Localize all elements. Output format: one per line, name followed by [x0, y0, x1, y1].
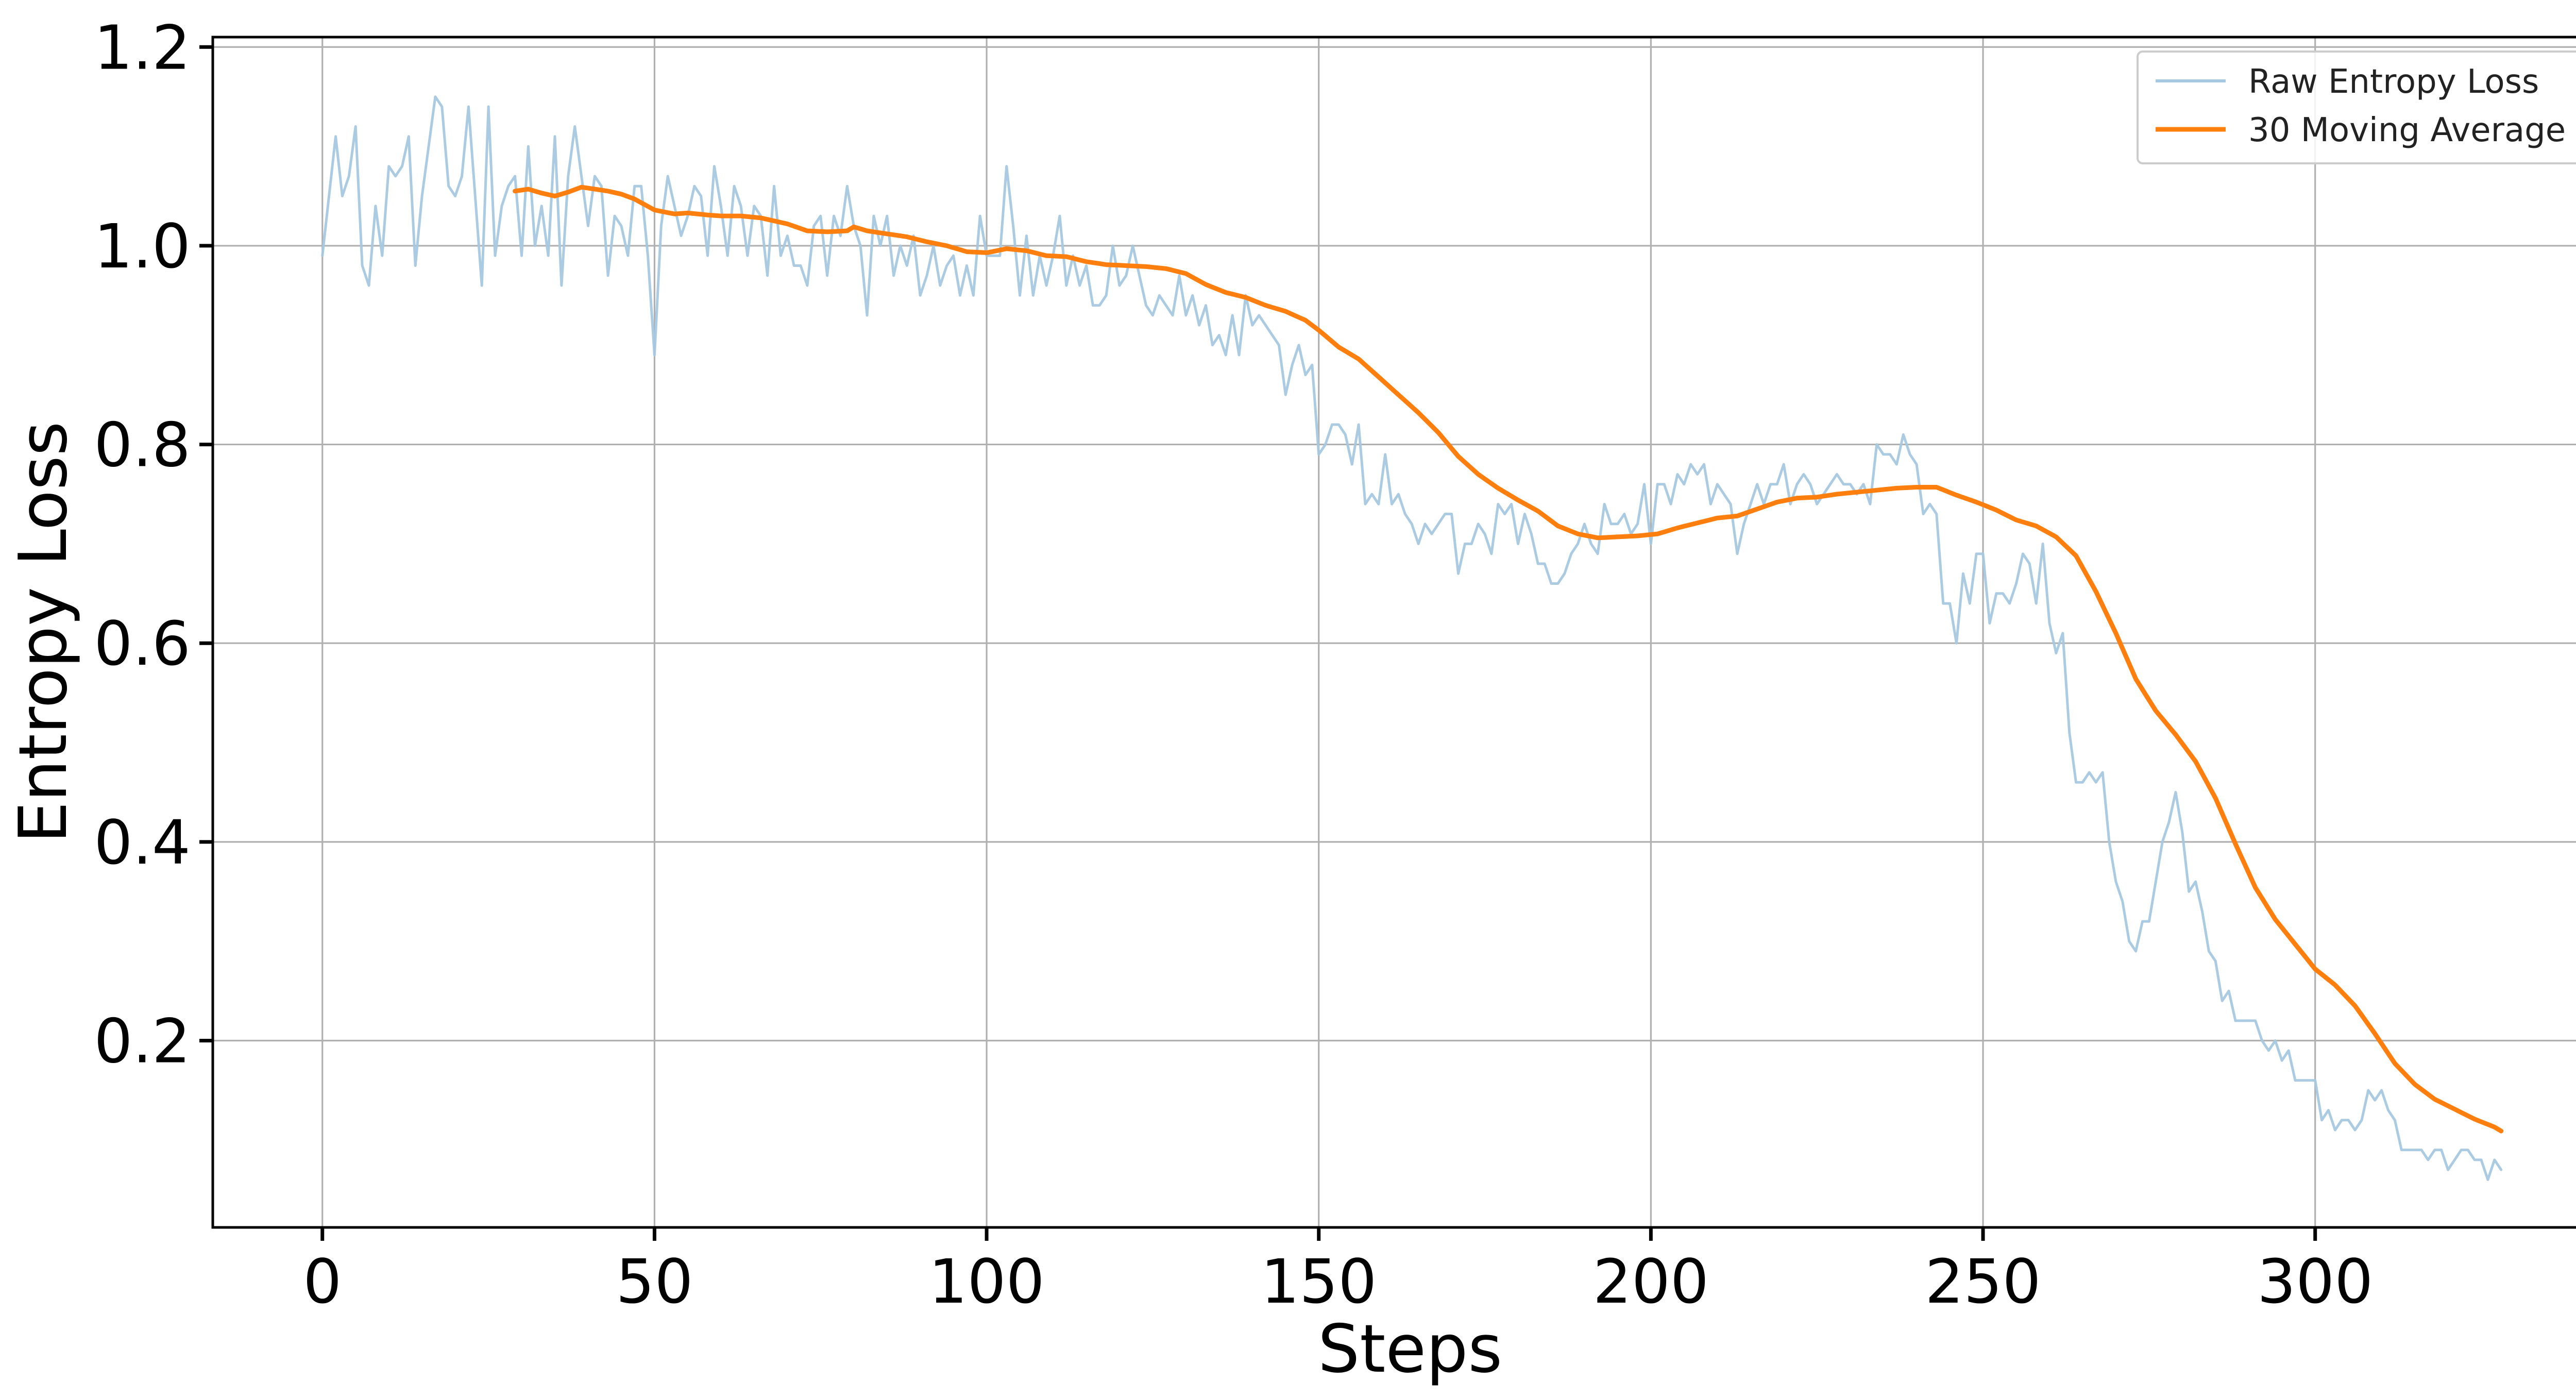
x-tick-label: 50: [616, 1246, 693, 1317]
raw-entropy-loss-line: [321, 95, 2503, 1181]
legend: Raw Entropy Loss 30 Moving Average: [2137, 50, 2576, 164]
x-tick-label: 200: [1593, 1246, 1709, 1317]
y-tick-label: 0.2: [94, 1005, 191, 1076]
series-group: [321, 95, 2504, 1181]
legend-label-moving-average: 30 Moving Average: [2248, 111, 2566, 149]
x-tick-label: 100: [928, 1246, 1044, 1317]
moving-average-line: [513, 184, 2504, 1134]
y-tick-label: 1.0: [94, 211, 191, 282]
y-tick-label: 0.8: [94, 410, 191, 481]
x-tick-label: 250: [1925, 1246, 2041, 1317]
x-axis-title: Steps: [1318, 1311, 1502, 1388]
y-tick-label: 1.2: [94, 12, 191, 83]
y-axis-title: Entropy Loss: [5, 422, 82, 844]
plot-frame: [211, 36, 2576, 1229]
y-tick-label: 0.6: [94, 608, 191, 679]
x-tick-label: 300: [2257, 1246, 2373, 1317]
axis-ticks: 0 50 100 150 200 250 300 0.2 0.4 0.6 0.8 1.0 1.2: [94, 12, 2373, 1317]
x-tick-label: 0: [303, 1246, 342, 1317]
legend-frame: [2137, 50, 2576, 164]
legend-label-raw-entropy-loss: Raw Entropy Loss: [2248, 63, 2539, 101]
y-tick-label: 0.4: [94, 807, 191, 878]
x-tick-label: 150: [1261, 1246, 1377, 1317]
plot-background: [213, 37, 2576, 1227]
